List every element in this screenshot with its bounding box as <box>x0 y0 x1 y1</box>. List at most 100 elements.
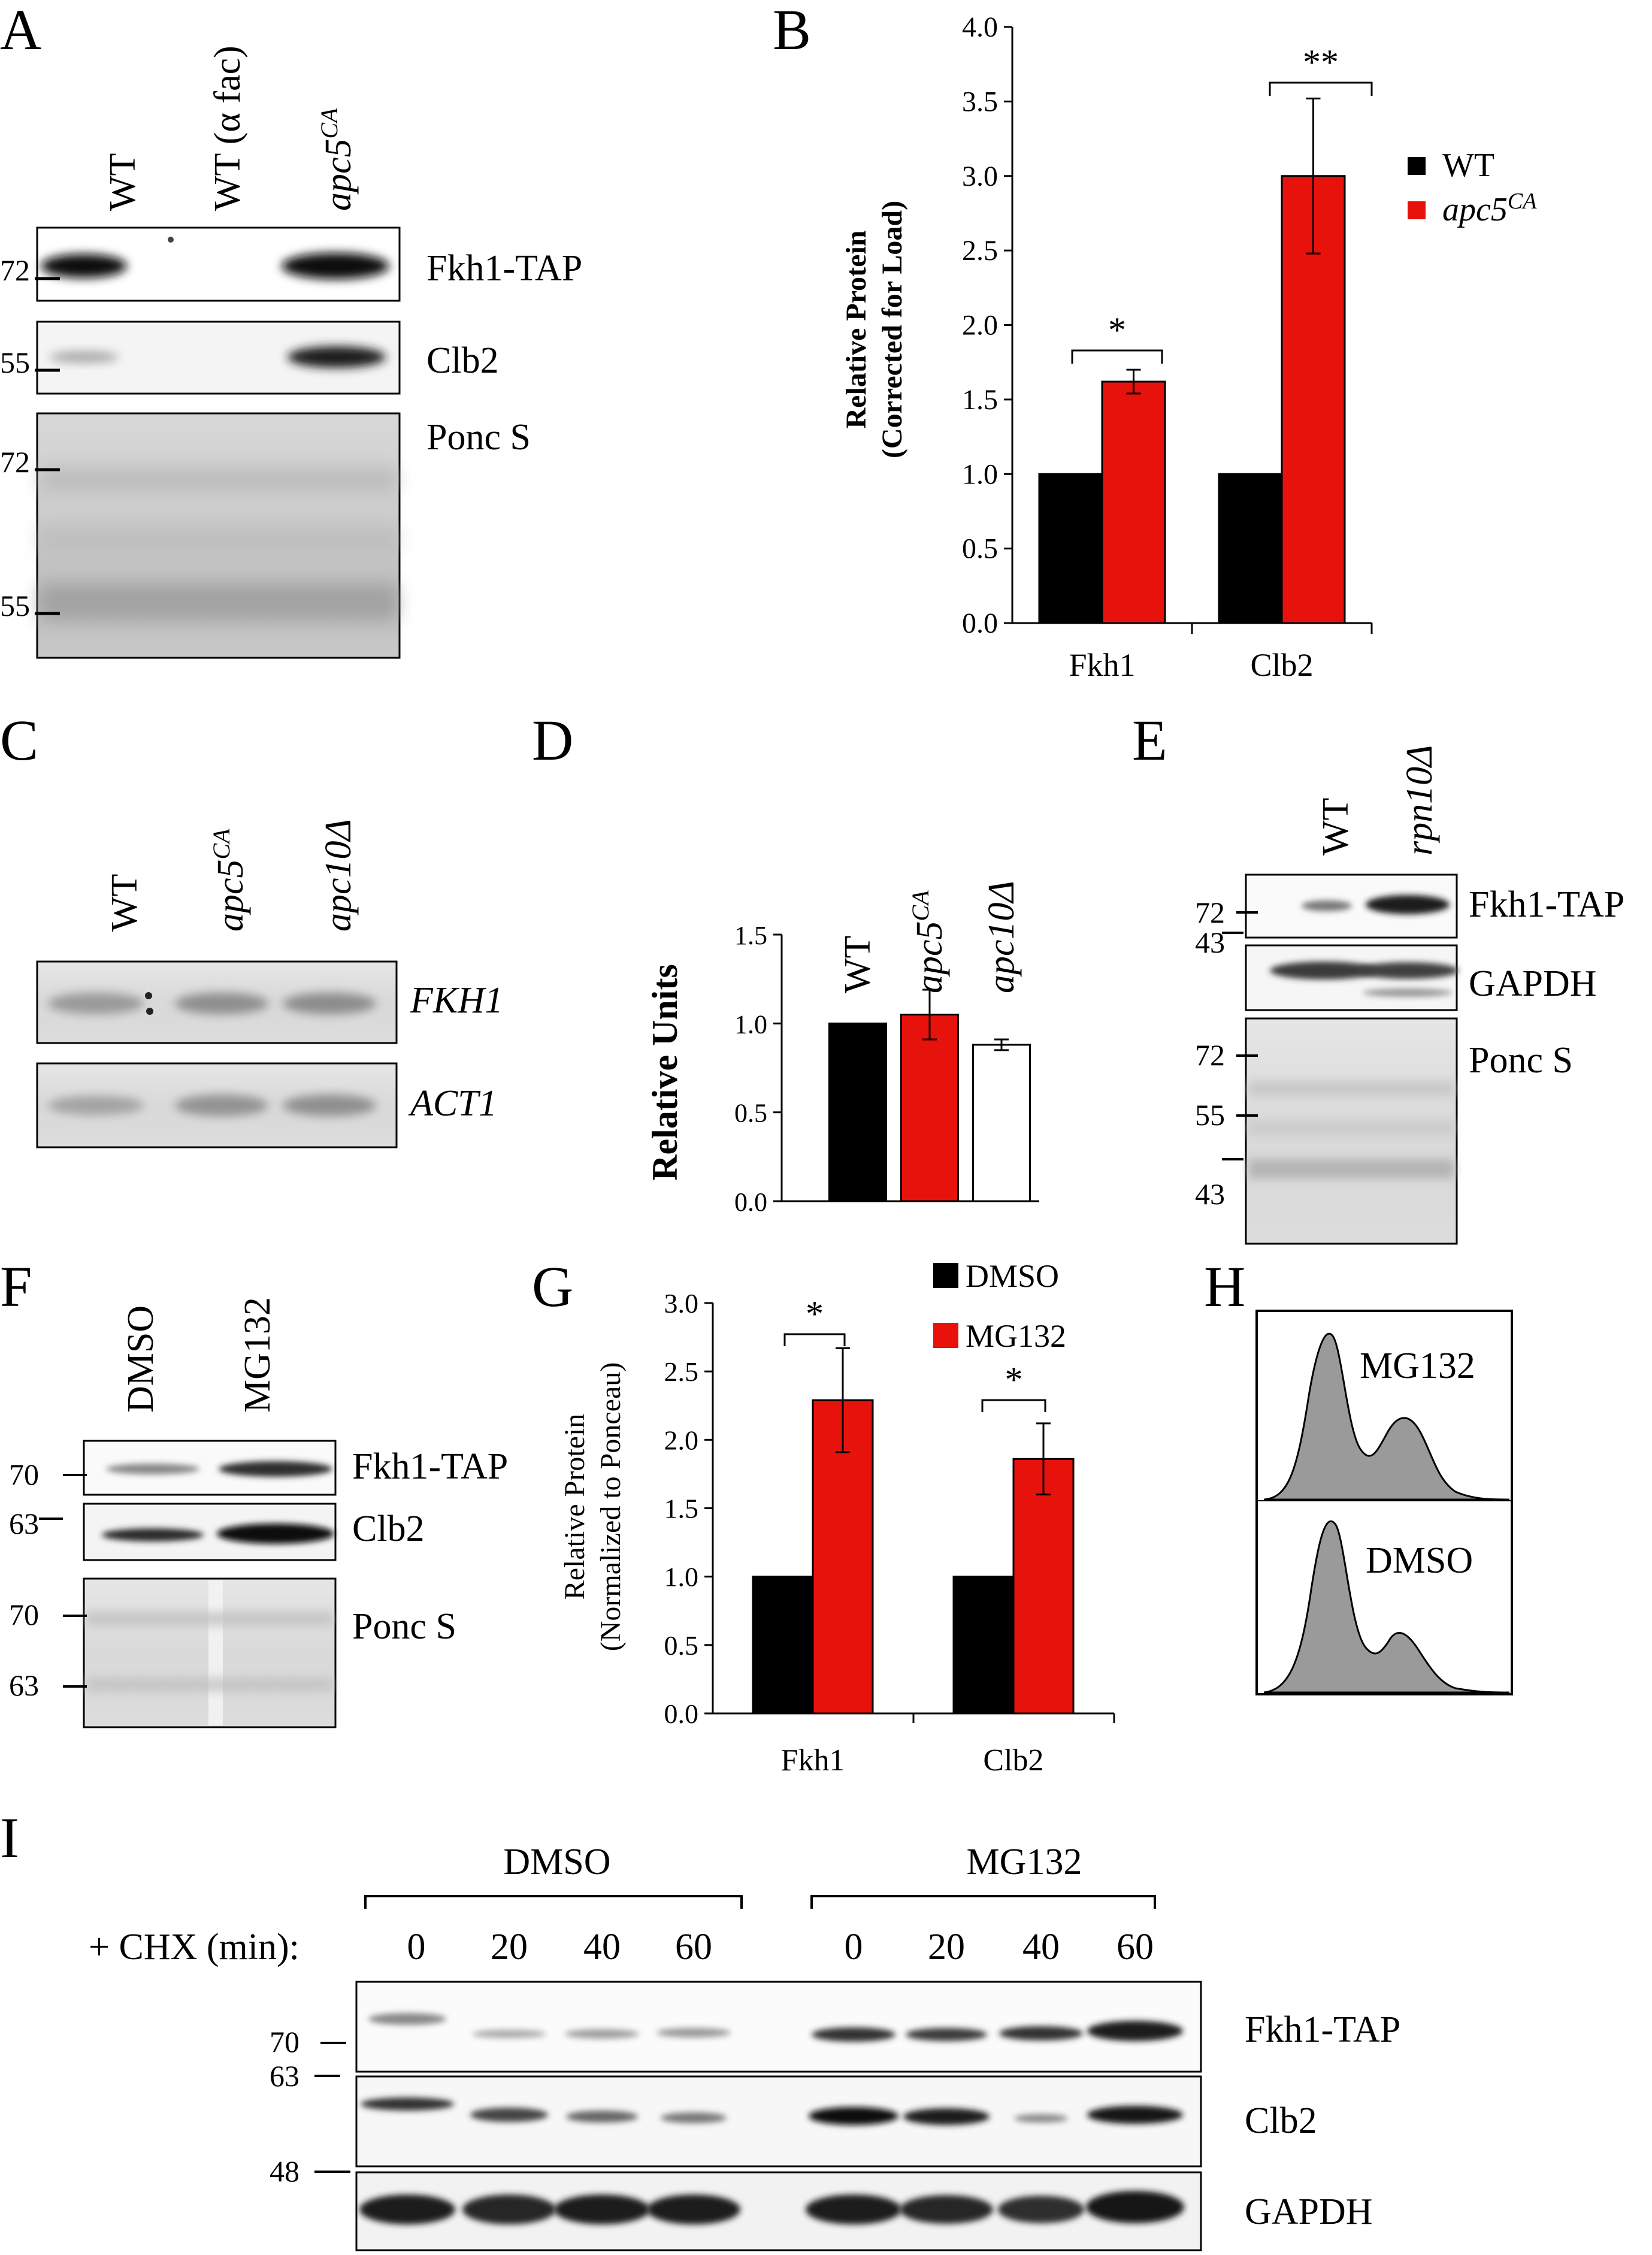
ponceau-band <box>1248 1159 1454 1178</box>
bar-0 <box>828 1022 887 1202</box>
y-tick-label: 1.5 <box>664 1494 699 1524</box>
band <box>656 2028 731 2038</box>
panel-i-bracket-dmso <box>364 1895 743 1909</box>
mw-label: 70 <box>9 1458 39 1491</box>
y-tick-label: 2.0 <box>962 310 998 341</box>
band <box>1302 900 1352 911</box>
mw-label: 72 <box>1195 896 1225 929</box>
panel-g-label: G <box>532 1255 573 1319</box>
histogram-mg132 <box>1263 1332 1510 1501</box>
mw-label: 43 <box>1195 1177 1225 1211</box>
panel-e-row-ponc-s: Ponc S <box>1469 1040 1573 1081</box>
panel-a-row-fkh1-tap: Fkh1-TAP <box>426 248 582 289</box>
panel-f-row-ponc-s: Ponc S <box>352 1606 456 1647</box>
y-tick-label: 0.0 <box>664 1698 699 1729</box>
timepoint-label: 60 <box>1117 1927 1154 1967</box>
significance-label: * <box>1005 1360 1023 1399</box>
panel-d-lane-wt: WT <box>837 936 878 993</box>
panel-b-label: B <box>773 0 811 62</box>
legend-label-mg132: MG132 <box>966 1318 1066 1354</box>
y-axis-label: Relative Units <box>645 964 685 1181</box>
ponceau-band <box>1248 1081 1454 1096</box>
panel-e-lane-rpn10: rpn10Δ <box>1399 745 1440 856</box>
ponceau-band <box>40 527 397 551</box>
band <box>1270 962 1378 980</box>
speck <box>146 1008 153 1015</box>
band <box>283 993 376 1014</box>
mw-label: 55 <box>0 346 30 379</box>
panel-i-row-clb2: Clb2 <box>1245 2100 1317 2141</box>
panel-f-label: F <box>0 1255 32 1319</box>
bar-dmso <box>952 1576 1015 1715</box>
y-tick-label: 0.5 <box>962 533 998 565</box>
panel-f-lane-mg132: MG132 <box>237 1297 278 1413</box>
ponceau-gap <box>208 1580 223 1725</box>
bar-2 <box>972 1044 1031 1202</box>
band <box>282 253 389 279</box>
y-tick-label: 0.0 <box>734 1187 767 1217</box>
panel-d-chart: 0.0 0.5 1.0 1.5 Relative Units <box>645 921 1039 1217</box>
y-tick-label: 0.5 <box>664 1630 699 1661</box>
panel-d-lane-apc5ca: apc5CA <box>907 890 950 993</box>
speck <box>168 237 174 243</box>
legend-swatch-mg132 <box>933 1323 958 1348</box>
mw-label: 70 <box>9 1598 39 1631</box>
y-axis-label: Relative Protein <box>840 230 872 428</box>
band <box>217 1524 334 1544</box>
mw-label: 72 <box>0 445 30 479</box>
band <box>219 1461 332 1477</box>
band <box>49 351 119 363</box>
y-tick-label: 2.0 <box>664 1425 699 1455</box>
ponceau-band <box>86 1677 333 1692</box>
panel-i-group-mg132: MG132 <box>967 1842 1082 1882</box>
band <box>906 2028 987 2041</box>
y-tick-label: 1.0 <box>734 1009 767 1039</box>
y-tick-label: 3.0 <box>664 1288 699 1319</box>
panel-e: E WT rpn10Δ 72 43 72 55 43 Fkh1-TAP GAPD… <box>1132 708 1624 1245</box>
legend-swatch-apc5ca <box>1408 201 1426 219</box>
y-tick-label: 1.5 <box>962 384 998 416</box>
panel-i-timepoints: 0 20 40 60 0 20 40 60 <box>407 1927 1154 1967</box>
band <box>806 2194 901 2224</box>
band <box>809 2107 898 2125</box>
band <box>1357 962 1459 979</box>
panel-i-row-fkh1-tap: Fkh1-TAP <box>1245 2009 1400 2050</box>
x-tick-label: Fkh1 <box>781 1743 845 1778</box>
histogram-dmso <box>1263 1520 1510 1694</box>
legend-label-dmso: DMSO <box>966 1258 1059 1294</box>
legend-label-apc5ca: apc5CA <box>1442 189 1537 228</box>
timepoint-label: 0 <box>407 1927 426 1967</box>
mw-label: 72 <box>0 253 30 287</box>
panel-i-mw-markers: 70 63 48 <box>270 2025 350 2188</box>
ponceau-band <box>1248 1120 1454 1135</box>
mw-label: 63 <box>9 1507 39 1540</box>
panel-d-label: D <box>532 708 573 772</box>
band <box>554 2194 650 2224</box>
band <box>999 2026 1083 2041</box>
panel-d: D WT apc5CA apc10Δ 0.0 0.5 1.0 1.5 Relative … <box>532 708 1039 1217</box>
y-tick-label: 1.5 <box>734 921 767 950</box>
ponceau-band <box>86 1612 333 1626</box>
band <box>283 1095 376 1116</box>
x-tick-label: Clb2 <box>983 1743 1043 1778</box>
y-tick-label: 1.0 <box>664 1562 699 1592</box>
panel-f-lane-dmso: DMSO <box>120 1305 161 1413</box>
bar-wt <box>1038 473 1103 624</box>
panel-c: C WT apc5CA apc10Δ FKH1 ACT1 <box>0 708 503 1148</box>
band <box>903 2108 990 2125</box>
mw-label: 48 <box>270 2154 299 2188</box>
band <box>1087 2021 1183 2041</box>
panel-f-row-clb2: Clb2 <box>352 1509 425 1549</box>
y-tick-label: 3.0 <box>962 161 998 192</box>
timepoint-label: 0 <box>845 1927 863 1967</box>
panel-a-row-ponc-s: Ponc S <box>426 417 531 458</box>
panel-i-label: I <box>0 1806 19 1870</box>
mw-label: 72 <box>1195 1038 1225 1072</box>
panel-h-label: H <box>1204 1255 1245 1319</box>
panel-g-chart: 0.0 0.5 1.0 1.5 2.0 2.5 3.0 Fkh1 Clb2 * * Relative … <box>559 1258 1115 1778</box>
panel-e-label: E <box>1132 708 1167 772</box>
mw-label: 63 <box>9 1668 39 1702</box>
band <box>102 1528 204 1541</box>
